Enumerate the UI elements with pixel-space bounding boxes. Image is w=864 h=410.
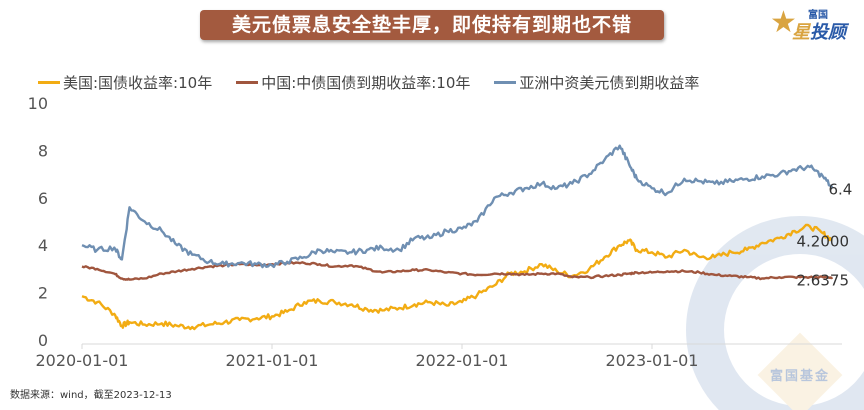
end-label-us10y: 4.2000 <box>797 232 850 250</box>
y-tick-label: 4 <box>38 236 48 255</box>
y-tick-label: 6 <box>38 189 48 208</box>
chart-title-banner: 美元债票息安全垫丰厚，即使持有到期也不错 <box>200 10 664 40</box>
legend-swatch-asia-usd <box>494 81 517 84</box>
legend-swatch-cn10y <box>236 81 259 84</box>
end-label-cn10y: 2.6375 <box>797 271 850 289</box>
legend-item-cn10y: 中国:中债国债到期收益率:10年 <box>236 72 470 93</box>
end-label-asia_usd: 6.4 <box>829 180 853 198</box>
y-tick-label: 10 <box>28 94 48 113</box>
star-icon: ★ <box>770 5 797 40</box>
y-tick-label: 0 <box>38 331 48 350</box>
legend-label-us10y: 美国:国债收益率:10年 <box>63 74 213 92</box>
legend-item-us10y: 美国:国债收益率:10年 <box>38 72 212 93</box>
chart-legend: 美国:国债收益率:10年 中国:中债国债到期收益率:10年 亚洲中资美元债到期收… <box>38 72 699 93</box>
x-tick-label: 2022-01-01 <box>416 351 509 370</box>
logo-name: 投顾 <box>810 22 846 43</box>
y-tick-label: 8 <box>38 141 48 160</box>
legend-swatch-us10y <box>38 81 60 84</box>
source-note: 数据来源：wind，截至2023-12-13 <box>10 390 172 401</box>
watermark-text: 富国基金 <box>770 369 831 384</box>
x-tick-label: 2021-01-01 <box>226 351 319 370</box>
x-tick-label: 2023-01-01 <box>606 351 699 370</box>
logo-star-char: 星 <box>792 22 810 43</box>
watermark-logo <box>686 216 864 410</box>
x-tick-label: 2020-01-01 <box>36 351 129 370</box>
logo-big-text: 星投顾 <box>792 18 846 44</box>
y-tick-label: 2 <box>38 284 48 303</box>
legend-label-asia-usd: 亚洲中资美元债到期收益率 <box>519 74 700 92</box>
legend-item-asia-usd: 亚洲中资美元债到期收益率 <box>494 72 699 93</box>
logo-small-text: 富国 <box>808 10 828 21</box>
legend-label-cn10y: 中国:中债国债到期收益率:10年 <box>261 74 471 92</box>
brand-logo: ★ 富国 星投顾 <box>770 4 860 44</box>
